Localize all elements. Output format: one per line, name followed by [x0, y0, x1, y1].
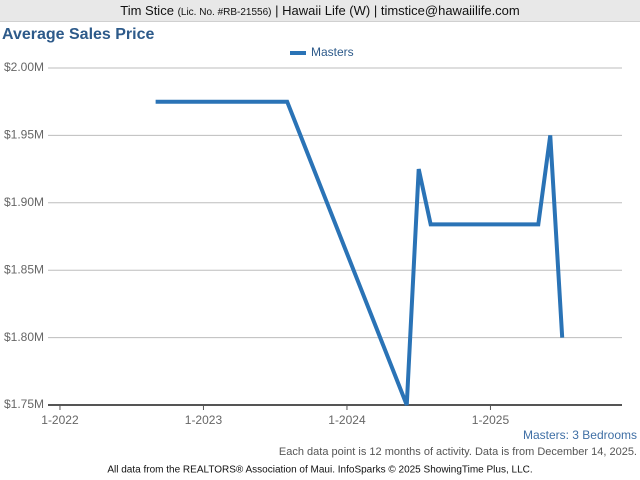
license: (Lic. No. #RB-21556) — [177, 7, 272, 18]
y-tick-label: $1.75M — [4, 397, 44, 411]
x-tick-label: 1-2025 — [472, 413, 510, 427]
agent-name: Tim Stice — [120, 3, 174, 18]
legend-label: Masters — [311, 45, 354, 59]
x-tick-label: 1-2023 — [185, 413, 223, 427]
y-tick-label: $1.80M — [4, 330, 44, 344]
y-tick-label: $1.90M — [4, 195, 44, 209]
note: Each data point is 12 months of activity… — [279, 446, 637, 458]
y-tick-label: $1.85M — [4, 262, 44, 276]
agent-info: | Hawaii Life (W) | timstice@hawaiilife.… — [275, 3, 520, 18]
y-tick-label: $1.95M — [4, 128, 44, 142]
x-tick-label: 1-2022 — [41, 413, 79, 427]
data-line — [155, 99, 565, 406]
header: Tim Stice (Lic. No. #RB-21556) | Hawaii … — [0, 0, 640, 22]
chart-title: Average Sales Price — [2, 26, 155, 43]
subtitle: Masters: 3 Bedrooms — [523, 428, 637, 442]
footer: All data from the REALTORS® Association … — [107, 465, 532, 476]
y-tick-label: $2.00M — [4, 60, 44, 74]
x-tick-label: 1-2024 — [328, 413, 366, 427]
